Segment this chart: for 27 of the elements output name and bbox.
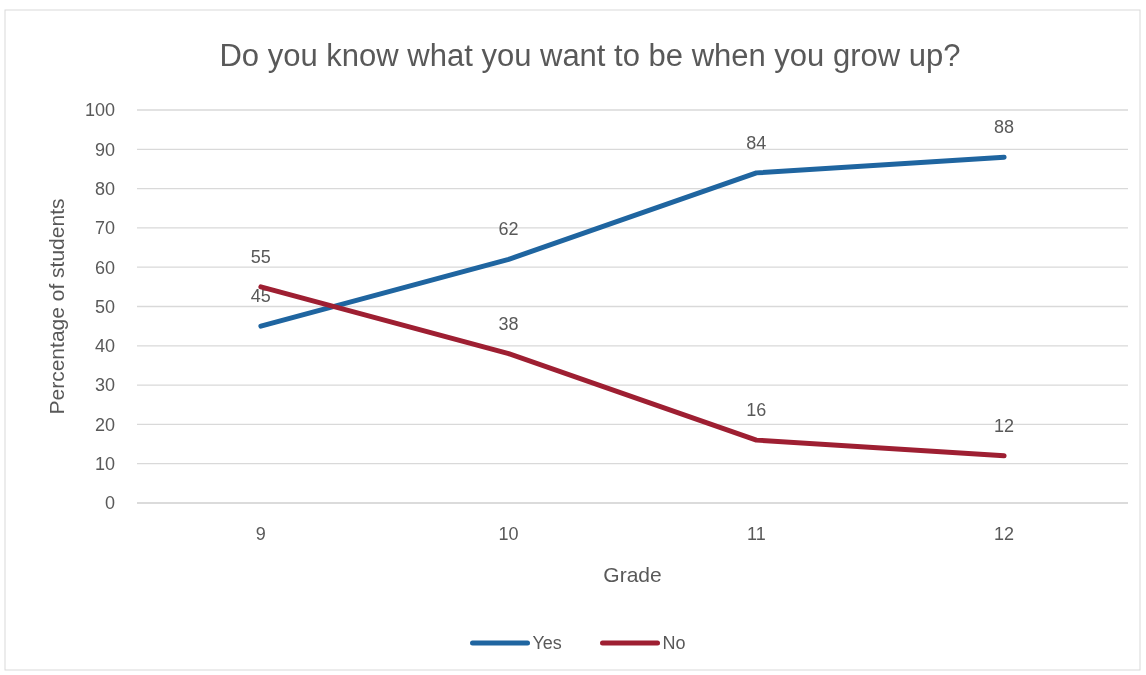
y-tick-label: 60 <box>94 257 115 278</box>
data-label: 62 <box>498 219 519 240</box>
y-tick-label: 0 <box>104 493 115 514</box>
y-tick-label: 100 <box>84 100 115 121</box>
x-axis-title: Grade <box>603 563 662 586</box>
y-tick-label: 20 <box>94 414 115 435</box>
y-tick-label: 30 <box>94 375 115 396</box>
y-tick-label: 40 <box>94 336 115 357</box>
data-label: 84 <box>746 132 767 153</box>
x-tick-label: 12 <box>994 524 1015 544</box>
y-tick-label: 80 <box>94 178 115 199</box>
data-label: 16 <box>746 400 767 421</box>
data-label: 55 <box>250 246 271 267</box>
legend-label: Yes <box>532 633 562 654</box>
data-label: 88 <box>994 117 1015 138</box>
y-tick-label: 70 <box>94 218 115 239</box>
y-tick-label: 10 <box>94 454 115 474</box>
data-label: 12 <box>994 415 1015 436</box>
x-tick-label: 9 <box>255 524 266 544</box>
legend-label: No <box>662 633 686 654</box>
y-tick-label: 50 <box>94 296 115 317</box>
x-tick-label: 11 <box>747 524 766 544</box>
y-tick-label: 90 <box>94 139 115 160</box>
y-axis-title: Percentage of students <box>45 198 68 415</box>
chart-title: Do you know what you want to be when you grow up? <box>219 38 961 73</box>
data-label: 38 <box>498 313 519 334</box>
x-tick-label: 10 <box>498 524 519 544</box>
